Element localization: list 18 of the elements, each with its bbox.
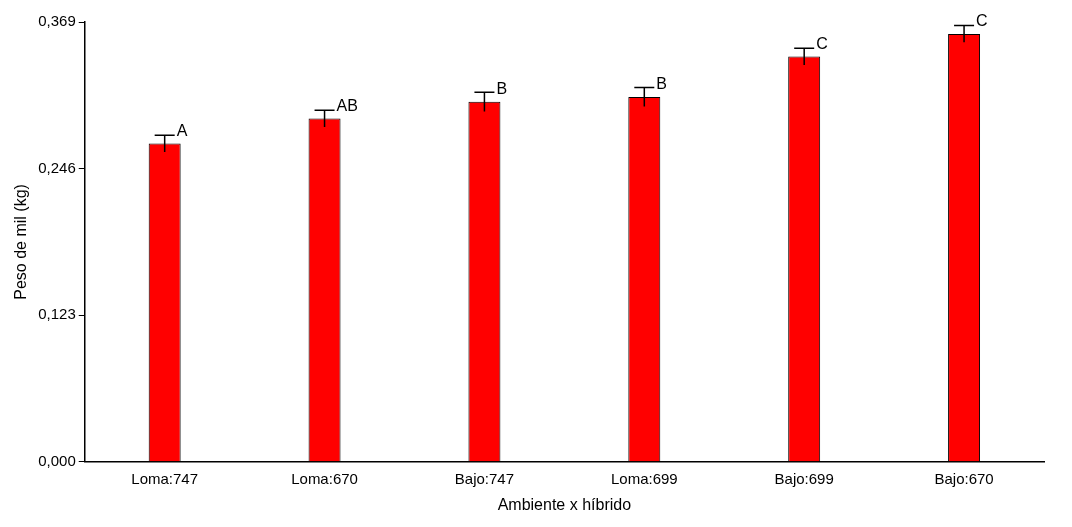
y-tick-label: 0,123	[38, 305, 76, 323]
y-tick-label: 0,000	[38, 451, 76, 469]
annotation: AB	[336, 96, 358, 114]
y-tick-label: 0,246	[38, 158, 76, 176]
x-tick-label: Bajo:670	[934, 469, 994, 487]
x-tick-label: Loma:747	[131, 469, 199, 487]
y-tick-label: 0,369	[38, 12, 76, 30]
x-tick-label: Bajo:699	[774, 469, 834, 487]
y-axis-title: Peso de mil (kg)	[12, 184, 30, 300]
x-axis-title: Ambiente x híbrido	[497, 495, 632, 513]
x-tick-label: Bajo:747	[454, 469, 515, 487]
annotation: B	[656, 75, 667, 93]
annotation: C	[976, 12, 988, 30]
annotation: B	[496, 80, 508, 98]
x-tick-label: Loma:670	[291, 469, 358, 487]
x-tick-label: Loma:699	[610, 469, 678, 487]
annotation: A	[176, 121, 188, 139]
annotation: C	[816, 34, 828, 52]
